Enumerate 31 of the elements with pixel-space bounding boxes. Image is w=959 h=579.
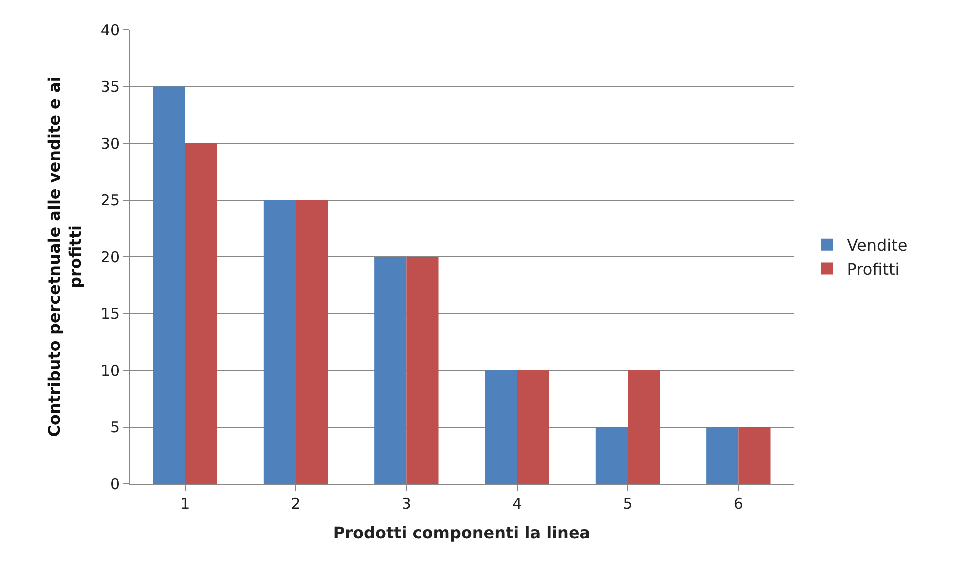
x-tick-label: 3 — [402, 495, 412, 513]
x-tick-label: 6 — [734, 495, 744, 513]
bar — [738, 427, 771, 484]
y-tick-label: 5 — [110, 418, 120, 436]
y-tick-label: 40 — [100, 21, 120, 40]
x-tick-label: 4 — [512, 495, 522, 513]
bar — [596, 427, 628, 484]
x-tick-label: 5 — [623, 495, 633, 513]
y-tick-label: 25 — [100, 192, 120, 210]
bar — [296, 200, 328, 484]
x-axis-title: Prodotti componenti la linea — [333, 524, 591, 543]
bar — [406, 257, 439, 484]
y-tick-label: 10 — [100, 362, 120, 380]
bar — [485, 370, 518, 484]
bar — [706, 427, 739, 484]
bar — [264, 200, 296, 484]
legend-label: Vendite — [847, 236, 908, 256]
bar — [517, 370, 550, 484]
bar — [153, 86, 186, 484]
bar — [185, 144, 218, 484]
y-tick-label: 35 — [100, 78, 120, 96]
y-tick-label: 0 — [110, 475, 120, 494]
bar — [374, 257, 407, 484]
y-tick-label: 15 — [100, 305, 120, 323]
y-tick-label: 30 — [100, 134, 120, 153]
x-tick-label: 1 — [180, 495, 190, 513]
y-tick-label: 20 — [100, 248, 120, 266]
legend-label: Profitti — [847, 260, 900, 279]
bar — [628, 370, 660, 484]
y-axis-title: Contributo percetnuale alle vendite e ai profitti — [45, 76, 85, 438]
x-tick-label: 2 — [291, 495, 301, 513]
